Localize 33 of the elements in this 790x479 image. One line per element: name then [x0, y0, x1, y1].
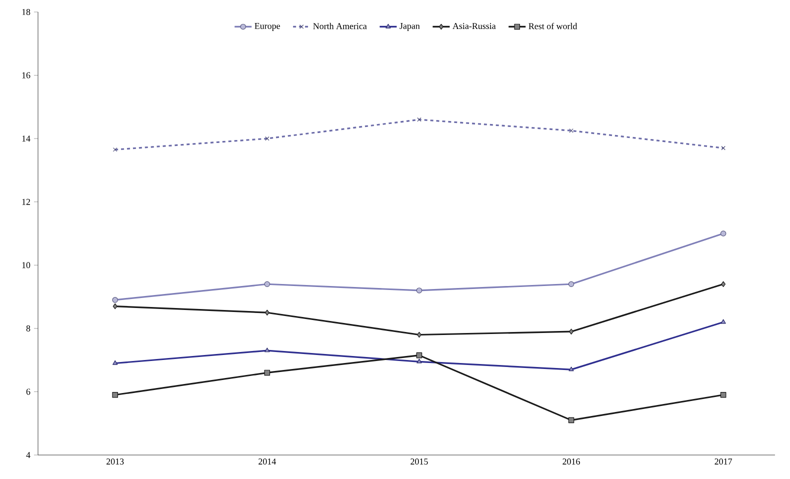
- y-tick-label: 8: [26, 325, 30, 332]
- y-tick-label: 10: [22, 262, 30, 268]
- x-tick-label: 2016: [562, 458, 580, 465]
- point: [720, 392, 726, 398]
- point: [721, 281, 726, 288]
- legend-label: Japan: [400, 23, 420, 31]
- point: [416, 332, 422, 338]
- point: [112, 303, 118, 310]
- point: [720, 319, 726, 324]
- point: [568, 417, 574, 424]
- y-tick-label: 16: [22, 72, 30, 78]
- legend-label: Europe: [254, 23, 280, 31]
- legend-label: Rest of world: [528, 22, 578, 30]
- point: [568, 366, 574, 372]
- point: [112, 360, 118, 365]
- point: [416, 358, 422, 364]
- y-tick-label: 12: [22, 198, 30, 205]
- point: [264, 348, 270, 352]
- legend-label: Asia-Russia: [452, 23, 496, 30]
- y-tick-label: 18: [22, 8, 30, 16]
- y-tick-label: 4: [26, 452, 30, 458]
- x-tick-label: 2013: [106, 458, 124, 465]
- point: [264, 370, 270, 376]
- x-tick-label: 2015: [410, 458, 428, 465]
- y-tick-label: 6: [26, 388, 30, 395]
- point: [569, 328, 574, 334]
- y-tick-label: 14: [22, 136, 30, 142]
- point: [264, 310, 270, 316]
- x-tick-label: 2014: [258, 458, 276, 465]
- point: [112, 392, 118, 398]
- point: [416, 352, 422, 358]
- x-tick-label: 2017: [714, 458, 732, 465]
- legend-label: North America: [313, 22, 367, 30]
